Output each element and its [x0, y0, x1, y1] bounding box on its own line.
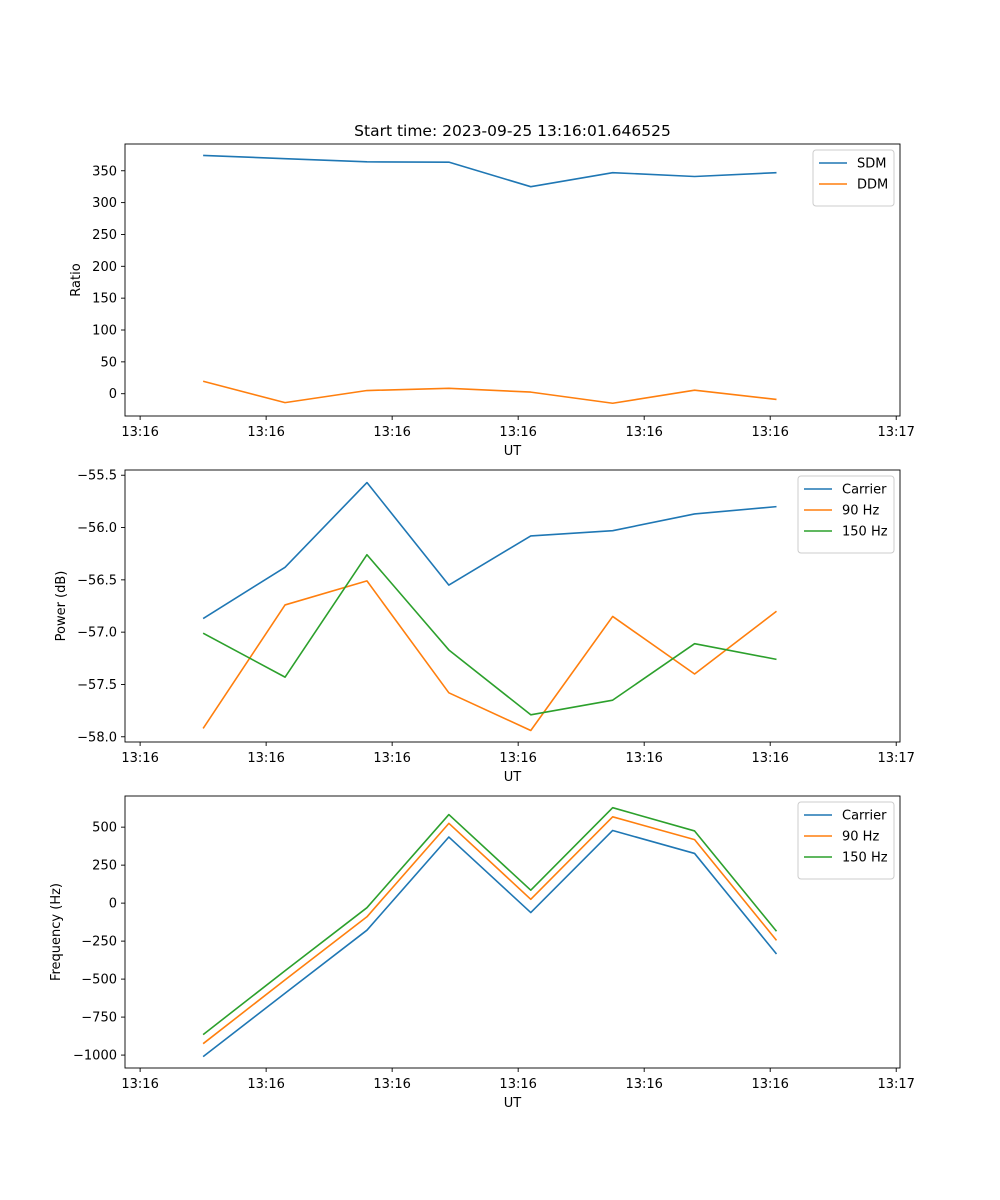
y-tick-label: 500 — [92, 821, 117, 836]
y-tick-label: −1000 — [73, 1049, 117, 1064]
subplot-1: 13:16 13:16 13:16 13:16 13:16 13:16 13:17 0 50 10… — [69, 143, 915, 459]
series-line-150-hz — [202, 806, 778, 1036]
y-tick-label: 200 — [92, 260, 117, 275]
x-tick-label: 13:16 — [121, 1077, 158, 1092]
legend-label: DDM — [857, 178, 888, 193]
x-tick-label: 13:16 — [751, 1077, 788, 1092]
legend-label: Carrier — [842, 809, 887, 824]
y-tick-label: −250 — [81, 935, 117, 950]
legend-box — [797, 801, 895, 880]
y-tick-label: −58.0 — [77, 730, 117, 745]
subplot-2: 13:16 13:16 13:16 13:16 13:16 13:16 13:17 −55.5… — [54, 469, 915, 785]
axes-frame — [124, 143, 901, 417]
y-axis-label: Ratio — [69, 263, 84, 296]
y-tick-label: 0 — [109, 387, 117, 402]
x-tick-label: 13:16 — [499, 425, 536, 440]
x-tick-label: 13:16 — [625, 1077, 662, 1092]
x-tick-label: 13:16 — [373, 751, 410, 766]
series-line-carrier — [202, 829, 778, 1058]
x-tick-label: 13:17 — [877, 425, 914, 440]
y-tick-label: −750 — [81, 1011, 117, 1026]
x-tick-label: 13:16 — [247, 425, 284, 440]
legend-label: 90 Hz — [842, 504, 879, 519]
x-tick-label: 13:16 — [499, 1077, 536, 1092]
legend-label: SDM — [857, 157, 886, 172]
legend-label: 90 Hz — [842, 830, 879, 845]
y-tick-label: −56.5 — [77, 573, 117, 588]
subplots: 13:16 13:16 13:16 13:16 13:16 13:16 13:17 0 50 10… — [49, 143, 915, 1111]
x-tick-label: 13:16 — [625, 425, 662, 440]
legend: Carrier 90 Hz 150 Hz — [797, 475, 895, 554]
axes-frame — [124, 469, 901, 743]
figure-title: Start time: 2023-09-25 13:16:01.646525 — [354, 122, 671, 140]
series-line-90-hz — [202, 816, 778, 1045]
x-tick-label: 13:16 — [247, 1077, 284, 1092]
x-tick-label: 13:16 — [499, 751, 536, 766]
y-tick-label: 150 — [92, 292, 117, 307]
y-tick-label: −56.0 — [77, 521, 117, 536]
x-tick-label: 13:16 — [373, 1077, 410, 1092]
x-axis-label: UT — [504, 444, 522, 459]
y-tick-label: 250 — [92, 859, 117, 874]
x-axis-label: UT — [504, 770, 522, 785]
series-line-carrier — [202, 481, 777, 620]
x-tick-label: 13:17 — [877, 751, 914, 766]
y-tick-label: 300 — [92, 196, 117, 211]
legend-label: 150 Hz — [842, 851, 888, 866]
x-tick-label: 13:17 — [877, 1077, 914, 1092]
legend-box — [797, 475, 895, 554]
series-line-ddm — [202, 380, 777, 405]
y-axis-label: Power (dB) — [54, 571, 69, 642]
legend: Carrier 90 Hz 150 Hz — [797, 801, 895, 880]
legend-box — [812, 149, 895, 207]
x-tick-label: 13:16 — [121, 425, 158, 440]
series-line-150-hz — [202, 553, 777, 716]
y-tick-label: −500 — [81, 973, 117, 988]
x-tick-label: 13:16 — [247, 751, 284, 766]
x-tick-label: 13:16 — [625, 751, 662, 766]
legend-label: Carrier — [842, 483, 887, 498]
axes-frame — [124, 795, 901, 1069]
y-axis-label: Frequency (Hz) — [49, 883, 64, 981]
x-tick-label: 13:16 — [373, 425, 410, 440]
y-tick-label: 350 — [92, 164, 117, 179]
y-tick-label: 50 — [100, 355, 117, 370]
series-line-sdm — [203, 154, 777, 188]
subplot-3: 13:16 13:16 13:16 13:16 13:16 13:16 13:17 500 25… — [49, 795, 915, 1111]
y-tick-label: 100 — [92, 324, 117, 339]
y-tick-label: −57.5 — [77, 678, 117, 693]
y-tick-label: −55.5 — [77, 469, 117, 484]
y-tick-label: 0 — [109, 897, 117, 912]
series-line-90-hz — [202, 580, 777, 732]
x-tick-label: 13:16 — [751, 751, 788, 766]
x-tick-label: 13:16 — [121, 751, 158, 766]
x-tick-label: 13:16 — [751, 425, 788, 440]
y-tick-label: −57.0 — [77, 626, 117, 641]
x-axis-label: UT — [504, 1096, 522, 1111]
y-tick-label: 250 — [92, 228, 117, 243]
legend: SDM DDM — [812, 149, 895, 207]
legend-label: 150 Hz — [842, 525, 888, 540]
